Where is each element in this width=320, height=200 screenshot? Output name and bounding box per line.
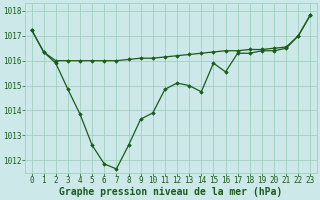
- X-axis label: Graphe pression niveau de la mer (hPa): Graphe pression niveau de la mer (hPa): [60, 186, 283, 197]
